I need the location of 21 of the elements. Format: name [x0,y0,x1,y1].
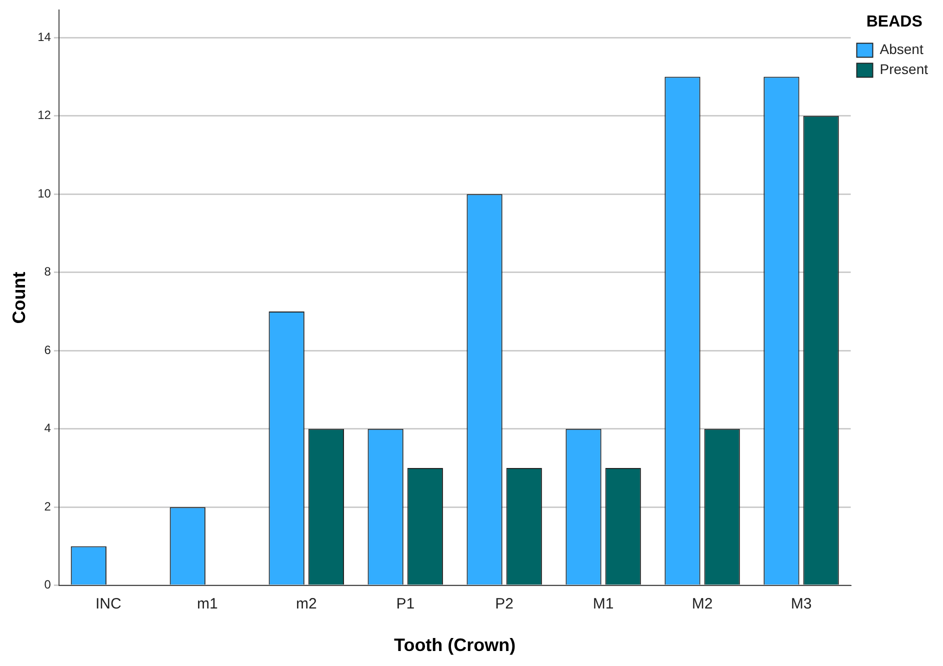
y-tick-label: 8 [44,264,52,279]
x-tick-label: M1 [592,596,614,613]
x-tick-label: m2 [296,596,317,613]
x-tick-label: M2 [692,596,713,613]
y-tick-label: 10 [38,186,52,200]
x-tick-label: INC [96,596,122,613]
x-tick-label: m1 [196,596,218,613]
y-tick-label: 4 [44,421,52,436]
y-tick-label: 6 [44,342,52,357]
x-axis-title: Tooth (Crown) [394,635,516,656]
y-tick-label: 14 [38,30,52,44]
y-tick-label: 0 [44,578,52,592]
x-tick-label: P2 [495,596,514,613]
y-axis-title: Count [8,272,29,324]
legend-title: BEADS [866,13,923,30]
legend-label: Absent [880,41,924,58]
x-tick-label: P1 [396,596,415,613]
y-tick-label: 2 [44,499,52,514]
y-tick-label: 12 [38,108,52,122]
legend-label: Present [880,61,928,78]
x-tick-label: M3 [790,596,812,613]
